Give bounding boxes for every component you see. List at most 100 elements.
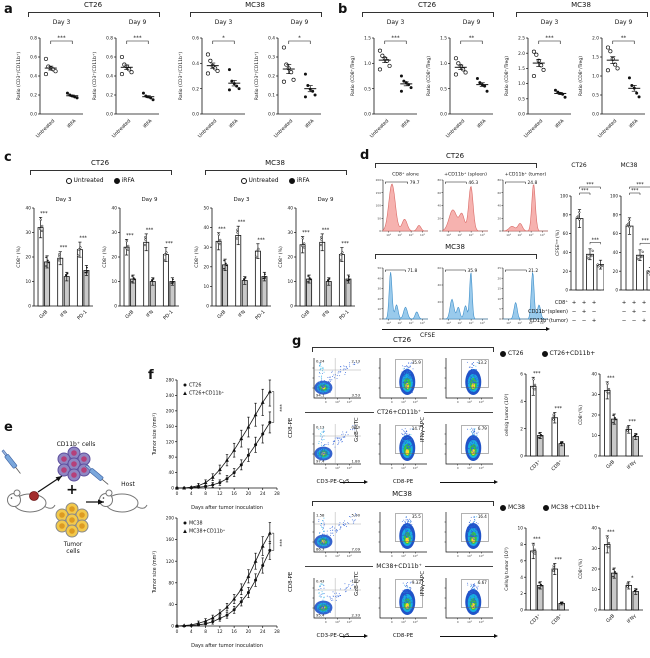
svg-text:***: *** [276,539,282,547]
flow-ct26-gzb: 0 10³ 10⁴ 35.9 [368,352,430,408]
svg-text:1.5: 1.5 [518,66,525,72]
svg-text:12: 12 [217,491,223,497]
flow-ct26-ifng: 0 10³ 10⁴ 13.2 [434,352,496,408]
svg-text:10¹: 10¹ [398,233,403,237]
svg-text:Day 9: Day 9 [317,197,334,203]
bars-g-ct26-pct: 0 10 20 30 40 *** GzB *** IFNγ CD8⁺(%) [576,360,646,478]
svg-text:Day 9: Day 9 [463,19,481,26]
svg-text:0.0: 0.0 [440,112,447,118]
d-bars-mc38-title: MC38 [620,162,638,169]
svg-text:1.0: 1.0 [364,61,371,67]
svg-text:**: ** [621,36,627,42]
svg-text:0.0: 0.0 [192,112,199,118]
panel-c-ct26-title: CT26 [90,159,110,167]
matrix-symbol: + [571,300,577,306]
bars-g-ct26-cells: 0 2 4 6 *** CD3⁺ *** CD8⁺ cells/g tumor (10⁵) [502,360,572,478]
svg-text:0: 0 [520,454,523,460]
svg-text:***: *** [165,241,173,247]
matrix-symbol: + [631,309,637,315]
scatter-a-mc38-day3: 0.0 0.2 0.4 0.6 Day 3 Untreated iRFA * Ratio (CD… [176,16,250,140]
svg-text:IFNγ: IFNγ [626,459,638,471]
matrix-symbol: + [631,300,637,306]
svg-text:8: 8 [204,629,207,635]
svg-text:0.5: 0.5 [440,86,447,92]
hist-ct26-cd11b-spleen: +CD11b⁺ (spleen) 0 20 40 60 80 10⁰ 10¹ 10² 10³ 46.… [432,170,490,240]
svg-text:Ratio (CD3⁺/CD11b⁺): Ratio (CD3⁺/CD11b⁺) [178,52,184,101]
hist-mc38-cd8-alone: 0 10 20 30 40 50 10⁰ 10¹ 10² 10³ 71.8 [372,258,430,328]
svg-text:10³: 10³ [467,554,472,558]
svg-text:1.0: 1.0 [592,74,599,80]
svg-text:10⁴: 10⁴ [347,466,353,470]
panel-c-ct26-legend: Untreated iRFA [30,177,170,184]
svg-text:10⁴: 10⁴ [413,620,419,624]
svg-text:2.5: 2.5 [518,36,525,42]
svg-text:10³: 10³ [480,233,485,237]
svg-text:40: 40 [592,372,598,378]
svg-text:1.58: 1.58 [316,513,325,518]
panel-g-ct26-title: CT26 [392,336,412,344]
svg-text:0: 0 [391,620,393,624]
svg-text:CD8⁺ alone: CD8⁺ alone [392,172,419,178]
svg-text:10³: 10³ [335,400,340,404]
svg-text:200: 200 [166,516,174,522]
svg-text:1.80: 1.80 [352,459,361,464]
panel-a-label: a [4,2,13,17]
svg-text:7.09: 7.09 [352,547,361,552]
svg-text:200: 200 [376,178,382,182]
bars-c-mc38-day3: 0 10 20 30 40 50 Day 3 *** GzB *** IFN *** PD-1 CD8⁺ … [192,188,274,328]
cfse-axis-label: CFSE [420,332,436,339]
svg-text:10⁴: 10⁴ [479,554,485,558]
svg-text:+: + [66,482,78,498]
svg-text:Ratio (CD3⁺/CD11b⁺): Ratio (CD3⁺/CD11b⁺) [254,52,260,101]
svg-text:Day 9: Day 9 [615,19,633,26]
svg-text:0: 0 [439,317,441,321]
svg-text:10⁰: 10⁰ [386,321,392,325]
svg-text:20: 20 [592,567,598,573]
svg-text:10¹: 10¹ [398,321,403,325]
svg-text:50: 50 [377,266,381,270]
svg-text:MC38+CD11b⁺: MC38+CD11b⁺ [189,529,226,535]
panel-a-mc38-bracket [190,12,322,17]
svg-text:10⁰: 10⁰ [446,233,452,237]
svg-text:Ratio (CD3⁺/CD11b⁺): Ratio (CD3⁺/CD11b⁺) [16,52,22,101]
svg-text:30: 30 [592,546,598,552]
bars-c-ct26-day3: 0 10 20 30 40 Day 3 *** GzB *** IFN *** PD-1 CD8⁺ (%… [14,188,96,328]
svg-text:CD11b⁺ cells: CD11b⁺ cells [57,441,96,448]
svg-text:20: 20 [497,276,501,280]
svg-text:cells: cells [66,548,79,555]
svg-text:0.6: 0.6 [30,55,37,61]
svg-text:Day 9: Day 9 [141,197,158,203]
panel-b-label: b [338,2,348,17]
svg-text:0.70: 0.70 [352,425,361,430]
svg-text:40: 40 [437,283,441,287]
svg-text:Day 3: Day 3 [55,197,72,203]
svg-text:***: *** [133,36,142,42]
x-axis-arrow [340,480,368,484]
x-axis-cd3pecy5-label: CD3-PE-Cy5 [316,633,350,639]
svg-text:iRFA: iRFA [142,118,154,130]
matrix-symbol: + [641,300,647,306]
svg-text:***: *** [555,406,563,412]
svg-text:10⁴: 10⁴ [347,620,353,624]
svg-text:GzB: GzB [605,613,616,624]
panel-c-mc38-legend: Untreated iRFA [205,177,345,184]
matrix-symbol: + [581,300,587,306]
matrix-symbol: − [591,309,597,315]
svg-text:*: * [222,36,225,42]
svg-text:+CD11b⁺ (tumor): +CD11b⁺ (tumor) [505,172,547,178]
svg-text:Ratio (CD8⁺/Treg): Ratio (CD8⁺/Treg) [426,56,432,96]
svg-text:10²: 10² [469,321,474,325]
svg-text:CFSEˡᵒʷ (%): CFSEˡᵒʷ (%) [555,230,561,256]
svg-text:9.33: 9.33 [412,580,421,585]
untreated-label: Untreated [248,177,279,184]
x-axis-cd3pecy5-label: CD3-PE-Cy5 [316,479,350,485]
svg-text:***: *** [581,188,589,194]
ct26-marker [500,350,506,357]
svg-text:40: 40 [169,602,175,608]
svg-text:80: 80 [613,212,619,217]
d-bars-ct26-title: CT26 [571,162,587,169]
svg-text:10³: 10³ [401,620,406,624]
matrix-symbol: − [631,318,637,324]
y-axis-cd8pe-label: CD8-PE [288,571,294,592]
svg-text:10: 10 [288,279,294,285]
